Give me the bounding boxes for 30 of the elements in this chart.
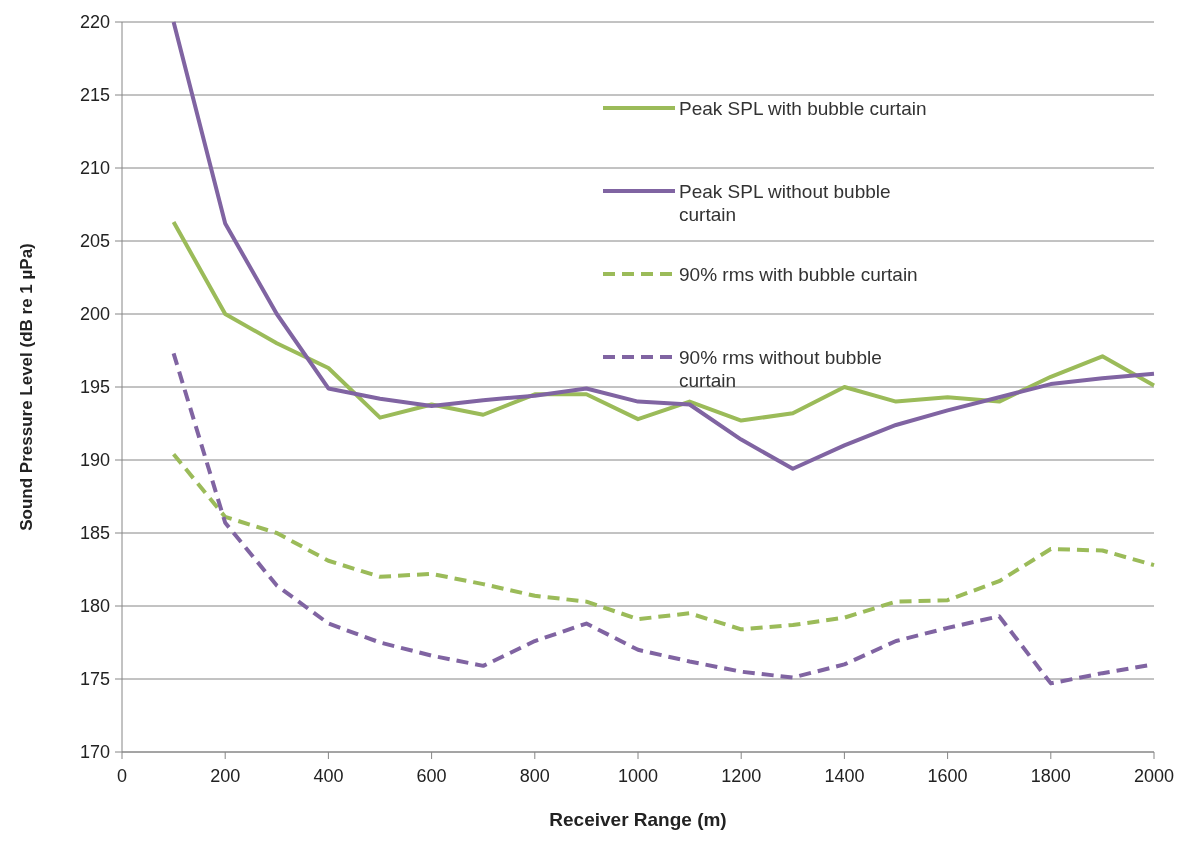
y-tick-label: 185 xyxy=(79,523,110,544)
y-axis-title: Sound Pressure Level (dB re 1 µPa) xyxy=(17,243,36,531)
x-tick-label: 400 xyxy=(313,766,344,786)
legend-label: Peak SPL without bubble curtain xyxy=(679,180,891,226)
y-tick-label: 215 xyxy=(79,85,110,106)
y-tick-label: 170 xyxy=(79,742,110,763)
y-tick-label: 190 xyxy=(79,450,110,471)
x-tick-label: 200 xyxy=(210,766,241,786)
legend-label: 90% rms with bubble curtain xyxy=(679,263,918,285)
y-tick-label: 195 xyxy=(79,377,110,398)
x-tick-label: 1000 xyxy=(617,766,659,786)
legend-label: 90% rms without bubble curtain xyxy=(679,346,882,392)
y-tick-label: 180 xyxy=(79,596,110,617)
y-tick-label: 210 xyxy=(79,158,110,179)
x-tick-label: 0 xyxy=(116,766,128,786)
x-tick-label: 1400 xyxy=(824,766,865,786)
y-tick-label: 175 xyxy=(79,669,110,690)
x-tick-label: 2000 xyxy=(1133,766,1175,786)
x-tick-label: 1200 xyxy=(721,766,762,786)
x-axis-title: Receiver Range (m) xyxy=(549,809,727,830)
line-series xyxy=(171,20,1156,471)
x-tick-label: 1800 xyxy=(1030,766,1071,786)
line-series xyxy=(171,452,1156,632)
y-tick-label: 220 xyxy=(79,12,110,33)
x-tick-label: 1600 xyxy=(927,766,968,786)
y-tick-label: 200 xyxy=(79,304,110,325)
x-tick-label: 800 xyxy=(519,766,550,786)
y-tick-label: 205 xyxy=(79,231,110,252)
x-tick-label: 600 xyxy=(416,766,447,786)
legend-label: Peak SPL with bubble curtain xyxy=(679,97,927,119)
